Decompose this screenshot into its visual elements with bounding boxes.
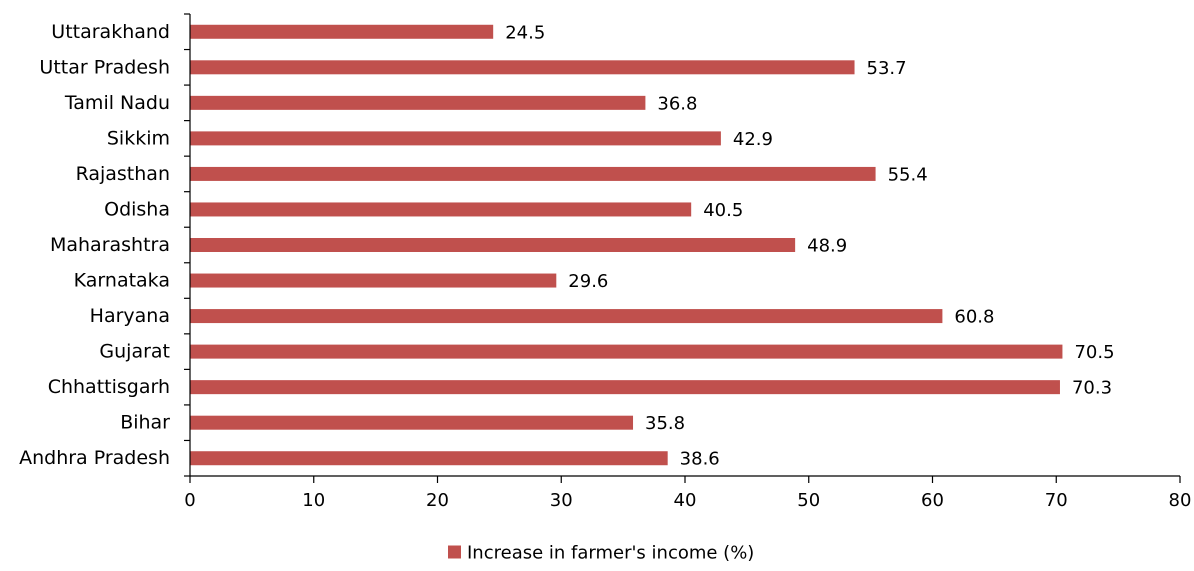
legend-label: Increase in farmer's income (%) <box>467 543 754 564</box>
category-label: Odisha <box>104 198 170 220</box>
data-label: 42.9 <box>733 129 773 150</box>
bar <box>190 202 692 217</box>
category-labels: Uttarakhand Uttar Pradesh Tamil Nadu Sikkim… <box>19 21 170 469</box>
x-tick-label: 40 <box>674 490 697 511</box>
category-label: Rajasthan <box>76 163 170 185</box>
data-label: 55.4 <box>888 164 928 185</box>
category-label: Gujarat <box>99 341 170 363</box>
category-label: Uttarakhand <box>51 21 170 43</box>
category-label: Maharashtra <box>50 234 170 256</box>
x-tick-label: 50 <box>797 490 820 511</box>
data-labels: 24.5 53.7 36.8 42.9 55.4 40.5 48.9 29.6 60.8 70.5… <box>505 22 1114 469</box>
bar <box>190 451 668 466</box>
legend-swatch <box>448 545 461 559</box>
bar <box>190 273 557 288</box>
bar <box>190 309 943 324</box>
x-tick-label: 70 <box>1045 490 1068 511</box>
category-label: Sikkim <box>107 127 170 149</box>
category-label: Uttar Pradesh <box>39 56 170 78</box>
x-tick-label: 80 <box>1169 490 1192 511</box>
data-label: 38.6 <box>680 449 720 470</box>
x-tick-label: 30 <box>550 490 573 511</box>
x-tick-label: 60 <box>921 490 944 511</box>
category-label: Karnataka <box>74 270 170 292</box>
bar <box>190 60 855 75</box>
bar <box>190 238 796 252</box>
bar <box>190 131 721 146</box>
bar <box>190 344 1063 359</box>
bar <box>190 166 876 181</box>
bar <box>190 24 494 39</box>
category-label: Chhattisgarh <box>48 376 170 398</box>
data-label: 40.5 <box>703 200 743 221</box>
category-label: Bihar <box>120 412 170 434</box>
axes: 0 10 20 30 40 50 60 70 80 <box>184 13 1192 511</box>
x-tick-label: 10 <box>302 490 325 511</box>
data-label: 70.3 <box>1072 378 1112 399</box>
bar <box>190 95 646 110</box>
data-label: 48.9 <box>807 236 847 257</box>
x-tick-label: 20 <box>426 490 449 511</box>
legend: Increase in farmer's income (%) <box>448 543 754 564</box>
category-label: Andhra Pradesh <box>19 447 170 469</box>
data-label: 53.7 <box>867 58 907 79</box>
bars-layer <box>190 24 1063 466</box>
data-label: 60.8 <box>954 307 994 328</box>
data-label: 35.8 <box>645 413 685 434</box>
category-label: Haryana <box>90 305 170 327</box>
data-label: 29.6 <box>568 271 608 292</box>
bar <box>190 380 1060 395</box>
category-label: Tamil Nadu <box>64 92 170 114</box>
x-tick-label: 0 <box>184 490 195 511</box>
data-label: 70.5 <box>1074 342 1114 363</box>
data-label: 24.5 <box>505 22 545 43</box>
bar <box>190 415 634 430</box>
data-label: 36.8 <box>657 93 697 114</box>
